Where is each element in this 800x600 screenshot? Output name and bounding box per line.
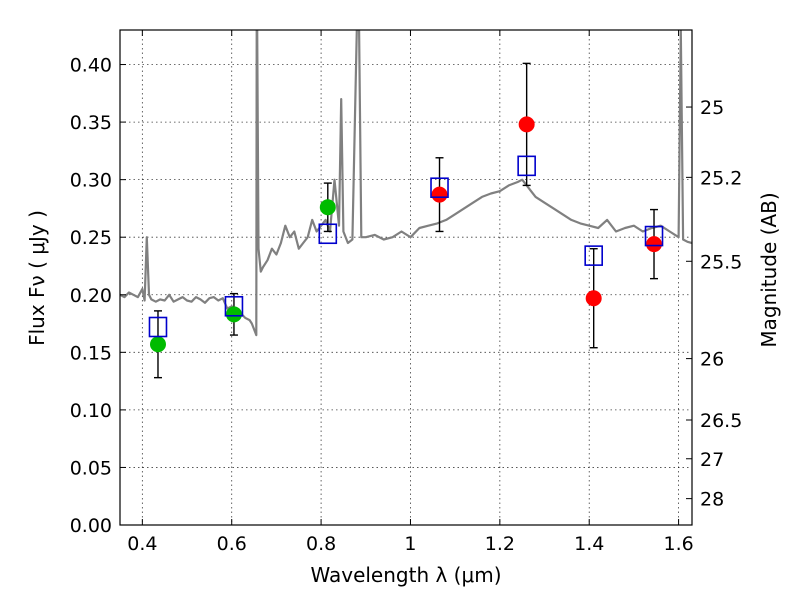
spectrum-layer: [120, 30, 692, 337]
tick-layer: [120, 30, 692, 526]
x-tick-label: 1.4: [574, 533, 604, 555]
data-point: [646, 236, 663, 253]
y-tick-label: 0.20: [70, 285, 112, 307]
right-tick-label: 25.5: [700, 251, 742, 273]
y-tick-label: 0.40: [70, 55, 112, 77]
model-square: [318, 223, 338, 245]
y-tick-label: 0.05: [70, 457, 112, 479]
y-axis-label: Flux Fν ( μJy ): [25, 210, 49, 346]
y-tick-label: 0.35: [70, 112, 112, 134]
right-tick-label: 25: [700, 97, 724, 119]
right-axis-label: Magnitude (AB): [757, 192, 781, 347]
data-point: [518, 116, 535, 133]
y-tick-label: 0.00: [70, 515, 112, 537]
data-point: [319, 199, 336, 216]
y-tick-label: 0.15: [70, 342, 112, 364]
model-square: [430, 177, 449, 199]
x-tick-label: 0.8: [306, 533, 336, 555]
data-point: [149, 336, 166, 353]
right-tick-label: 26.5: [700, 410, 742, 432]
right-tick-label: 25.2: [700, 167, 742, 189]
spectrum-line: [120, 30, 692, 337]
x-tick-label: 0.4: [127, 533, 157, 555]
x-tick-label: 0.6: [217, 533, 247, 555]
model-square: [584, 245, 603, 266]
y-tick-label: 0.25: [70, 227, 112, 249]
data-point: [585, 290, 602, 307]
x-tick-label: 1.2: [485, 533, 515, 555]
y-tick-label: 0.30: [70, 170, 112, 192]
right-tick-label: 28: [700, 489, 724, 511]
model-square: [224, 295, 244, 317]
x-tick-label: 1: [404, 533, 416, 555]
data-point: [431, 186, 448, 203]
x-tick-label: 1.6: [663, 533, 693, 555]
right-tick-label: 27: [700, 449, 724, 471]
model-square: [148, 316, 168, 338]
right-tick-labels: 25 25.2 25.5 26 26.5 27 28: [700, 97, 742, 511]
right-tick-label: 26: [700, 349, 724, 371]
plot-frame: [119, 29, 693, 526]
grid-lines: [120, 30, 692, 526]
data-point: [225, 306, 242, 323]
x-tick-labels: 0.4 0.6 0.8 1 1.2 1.4 1.6: [127, 533, 693, 555]
model-square: [644, 225, 664, 247]
marker-layer: [148, 116, 664, 353]
y-tick-label: 0.10: [70, 400, 112, 422]
y-tick-labels: 0.00 0.05 0.10 0.15 0.20 0.25 0.30 0.35 0.40: [70, 55, 112, 537]
x-axis-label: Wavelength λ (μm): [310, 563, 501, 587]
model-square: [517, 155, 536, 177]
errorbar-layer: [153, 62, 659, 379]
